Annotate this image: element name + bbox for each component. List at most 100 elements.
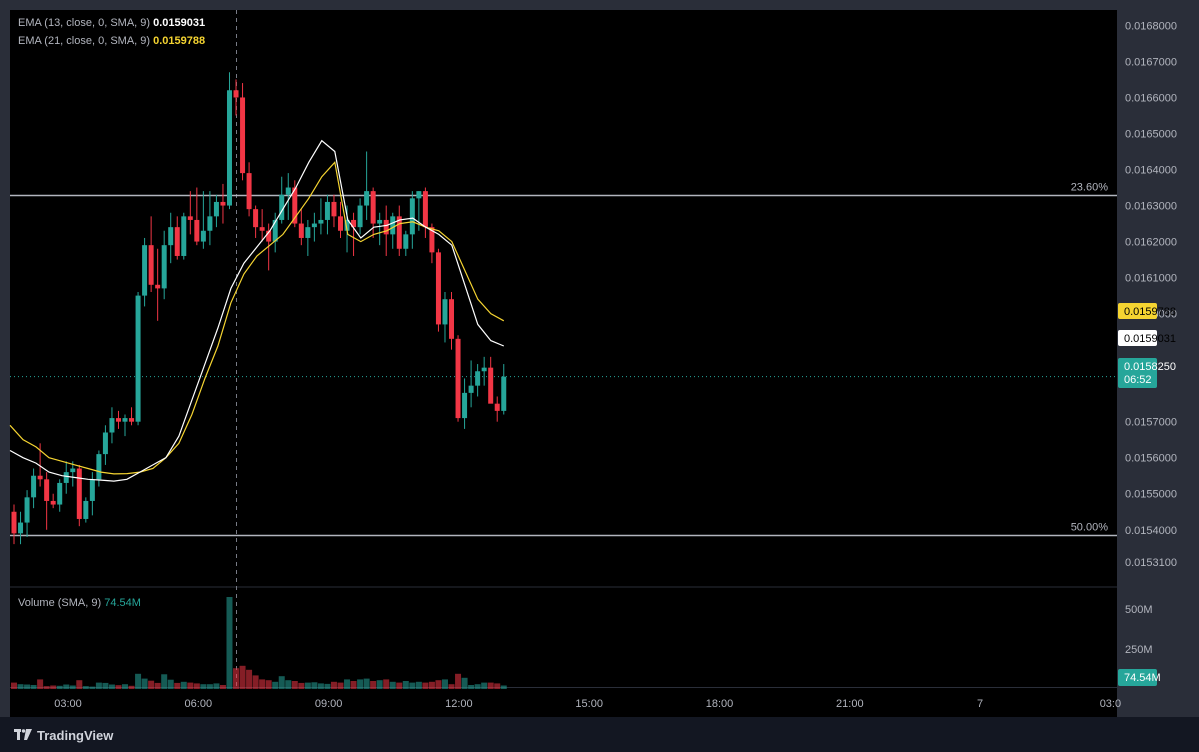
volume-bar[interactable] [76, 680, 83, 689]
candle[interactable] [187, 191, 193, 235]
volume-bar[interactable] [272, 681, 279, 689]
candle[interactable] [57, 479, 63, 512]
volume-bar[interactable] [11, 682, 17, 689]
volume-bar[interactable] [95, 682, 102, 689]
legend-ema13[interactable]: EMA (13, close, 0, SMA, 9) 0.0159031 [18, 17, 205, 29]
volume-bar[interactable] [376, 680, 383, 689]
volume-bar[interactable] [278, 676, 285, 689]
candle[interactable] [233, 79, 239, 116]
volume-bar[interactable] [213, 683, 220, 689]
candle[interactable] [63, 461, 69, 494]
volume-bar[interactable] [441, 679, 448, 689]
candle[interactable] [70, 461, 76, 487]
volume-bar[interactable] [383, 679, 390, 689]
candle[interactable] [24, 490, 30, 537]
candle[interactable] [50, 493, 56, 509]
candle[interactable] [435, 248, 441, 332]
candle[interactable] [468, 360, 474, 408]
candle[interactable] [96, 450, 102, 487]
volume-bar[interactable] [422, 682, 429, 689]
candle[interactable] [455, 335, 461, 422]
volume-bar[interactable] [337, 682, 344, 689]
volume-bar[interactable] [481, 682, 488, 689]
candle[interactable] [481, 356, 487, 386]
volume-bar[interactable] [500, 685, 507, 689]
volume-bar[interactable] [330, 681, 337, 689]
ema13-price-tag[interactable]: 0.0159031 [1118, 330, 1176, 346]
candle[interactable] [11, 504, 17, 545]
candle[interactable] [102, 425, 108, 465]
volume-bar[interactable] [239, 665, 246, 689]
candle[interactable] [89, 472, 95, 516]
candle[interactable] [76, 464, 82, 527]
candle[interactable] [194, 187, 200, 246]
candle[interactable] [115, 410, 121, 429]
candle[interactable] [168, 212, 174, 264]
candle[interactable] [148, 216, 154, 292]
volume-bar[interactable] [180, 681, 187, 689]
candle[interactable] [129, 407, 135, 426]
volume-bar[interactable] [37, 679, 44, 689]
volume-bar[interactable] [428, 681, 435, 689]
volume-bar[interactable] [246, 669, 253, 689]
volume-bar[interactable] [324, 683, 331, 689]
candle[interactable] [442, 292, 448, 343]
volume-bar[interactable] [206, 684, 213, 689]
volume-bar[interactable] [265, 680, 272, 689]
candle[interactable] [324, 194, 330, 235]
volume-bar[interactable] [291, 681, 298, 689]
volume-bar[interactable] [487, 682, 494, 689]
candle[interactable] [449, 292, 455, 350]
candle[interactable] [462, 378, 468, 429]
volume-bar[interactable] [108, 684, 115, 689]
candle[interactable] [44, 472, 50, 530]
volume-bar[interactable] [435, 680, 442, 689]
candle[interactable] [494, 396, 500, 422]
candle[interactable] [422, 187, 428, 238]
volume-bar[interactable] [24, 684, 31, 689]
volume-bar[interactable] [128, 685, 135, 689]
candle[interactable] [83, 497, 89, 523]
volume-bar[interactable] [187, 682, 194, 689]
volume-bar[interactable] [350, 681, 357, 689]
candle[interactable] [240, 83, 246, 181]
volume-tag[interactable]: 74.54M [1118, 669, 1161, 686]
legend-ema21[interactable]: EMA (21, close, 0, SMA, 9) 0.0159788 [18, 35, 205, 47]
volume-bar[interactable] [298, 682, 305, 689]
candle[interactable] [161, 230, 167, 300]
candle[interactable] [409, 191, 415, 249]
candle[interactable] [213, 194, 219, 228]
volume-bar[interactable] [311, 682, 318, 689]
candle[interactable] [272, 212, 278, 253]
candle[interactable] [220, 183, 226, 224]
candle[interactable] [364, 151, 370, 220]
volume-bar[interactable] [115, 685, 122, 689]
volume-bar[interactable] [344, 679, 351, 689]
volume-bar[interactable] [409, 682, 416, 689]
candle[interactable] [181, 212, 187, 260]
candle[interactable] [31, 468, 37, 509]
candle[interactable] [174, 216, 180, 260]
candle[interactable] [338, 201, 343, 238]
volume-bar[interactable] [259, 679, 266, 689]
candle[interactable] [488, 356, 494, 404]
volume-bar[interactable] [174, 682, 181, 689]
volume-bar[interactable] [148, 680, 155, 689]
volume-bar[interactable] [304, 682, 311, 689]
volume-bar[interactable] [69, 685, 76, 689]
volume-bar[interactable] [468, 685, 475, 689]
volume-bar[interactable] [56, 685, 63, 689]
volume-bar[interactable] [252, 675, 259, 689]
candle[interactable] [390, 212, 396, 249]
candle[interactable] [253, 205, 259, 238]
candle[interactable] [109, 407, 115, 444]
volume-bar[interactable] [122, 684, 129, 689]
volume-bar[interactable] [161, 674, 168, 689]
candle[interactable] [305, 219, 311, 256]
volume-bar[interactable] [402, 681, 409, 689]
candle[interactable] [396, 205, 402, 256]
volume-bar[interactable] [43, 686, 50, 689]
volume-bar[interactable] [357, 679, 364, 689]
candle[interactable] [135, 292, 141, 426]
